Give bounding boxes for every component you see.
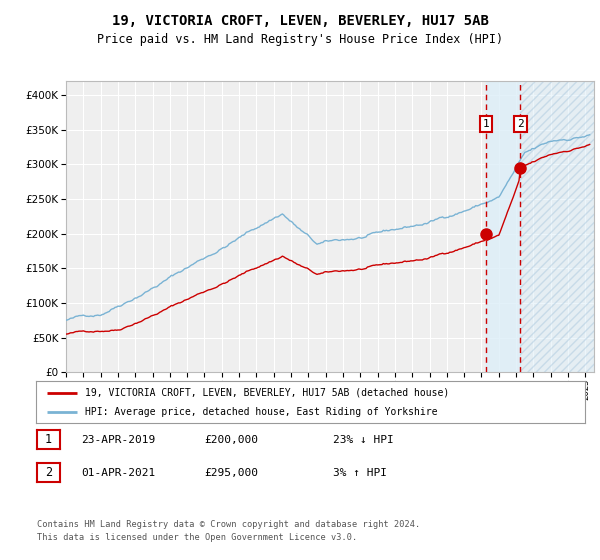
Text: Contains HM Land Registry data © Crown copyright and database right 2024.
This d: Contains HM Land Registry data © Crown c…: [37, 520, 421, 542]
Bar: [486, 81, 520, 372]
Text: 23-APR-2019: 23-APR-2019: [81, 435, 155, 445]
Text: 01-APR-2021: 01-APR-2021: [81, 468, 155, 478]
Bar: [520, 81, 594, 372]
Text: 19, VICTORIA CROFT, LEVEN, BEVERLEY, HU17 5AB (detached house): 19, VICTORIA CROFT, LEVEN, BEVERLEY, HU1…: [85, 388, 449, 398]
Text: 19, VICTORIA CROFT, LEVEN, BEVERLEY, HU17 5AB: 19, VICTORIA CROFT, LEVEN, BEVERLEY, HU1…: [112, 14, 488, 28]
Text: £200,000: £200,000: [204, 435, 258, 445]
Text: 1: 1: [482, 119, 489, 129]
Text: 1: 1: [45, 432, 52, 446]
Text: £295,000: £295,000: [204, 468, 258, 478]
Text: 3% ↑ HPI: 3% ↑ HPI: [333, 468, 387, 478]
Text: 2: 2: [517, 119, 524, 129]
Text: HPI: Average price, detached house, East Riding of Yorkshire: HPI: Average price, detached house, East…: [85, 407, 438, 417]
Text: Price paid vs. HM Land Registry's House Price Index (HPI): Price paid vs. HM Land Registry's House …: [97, 32, 503, 46]
Text: 23% ↓ HPI: 23% ↓ HPI: [333, 435, 394, 445]
Text: 2: 2: [45, 466, 52, 479]
